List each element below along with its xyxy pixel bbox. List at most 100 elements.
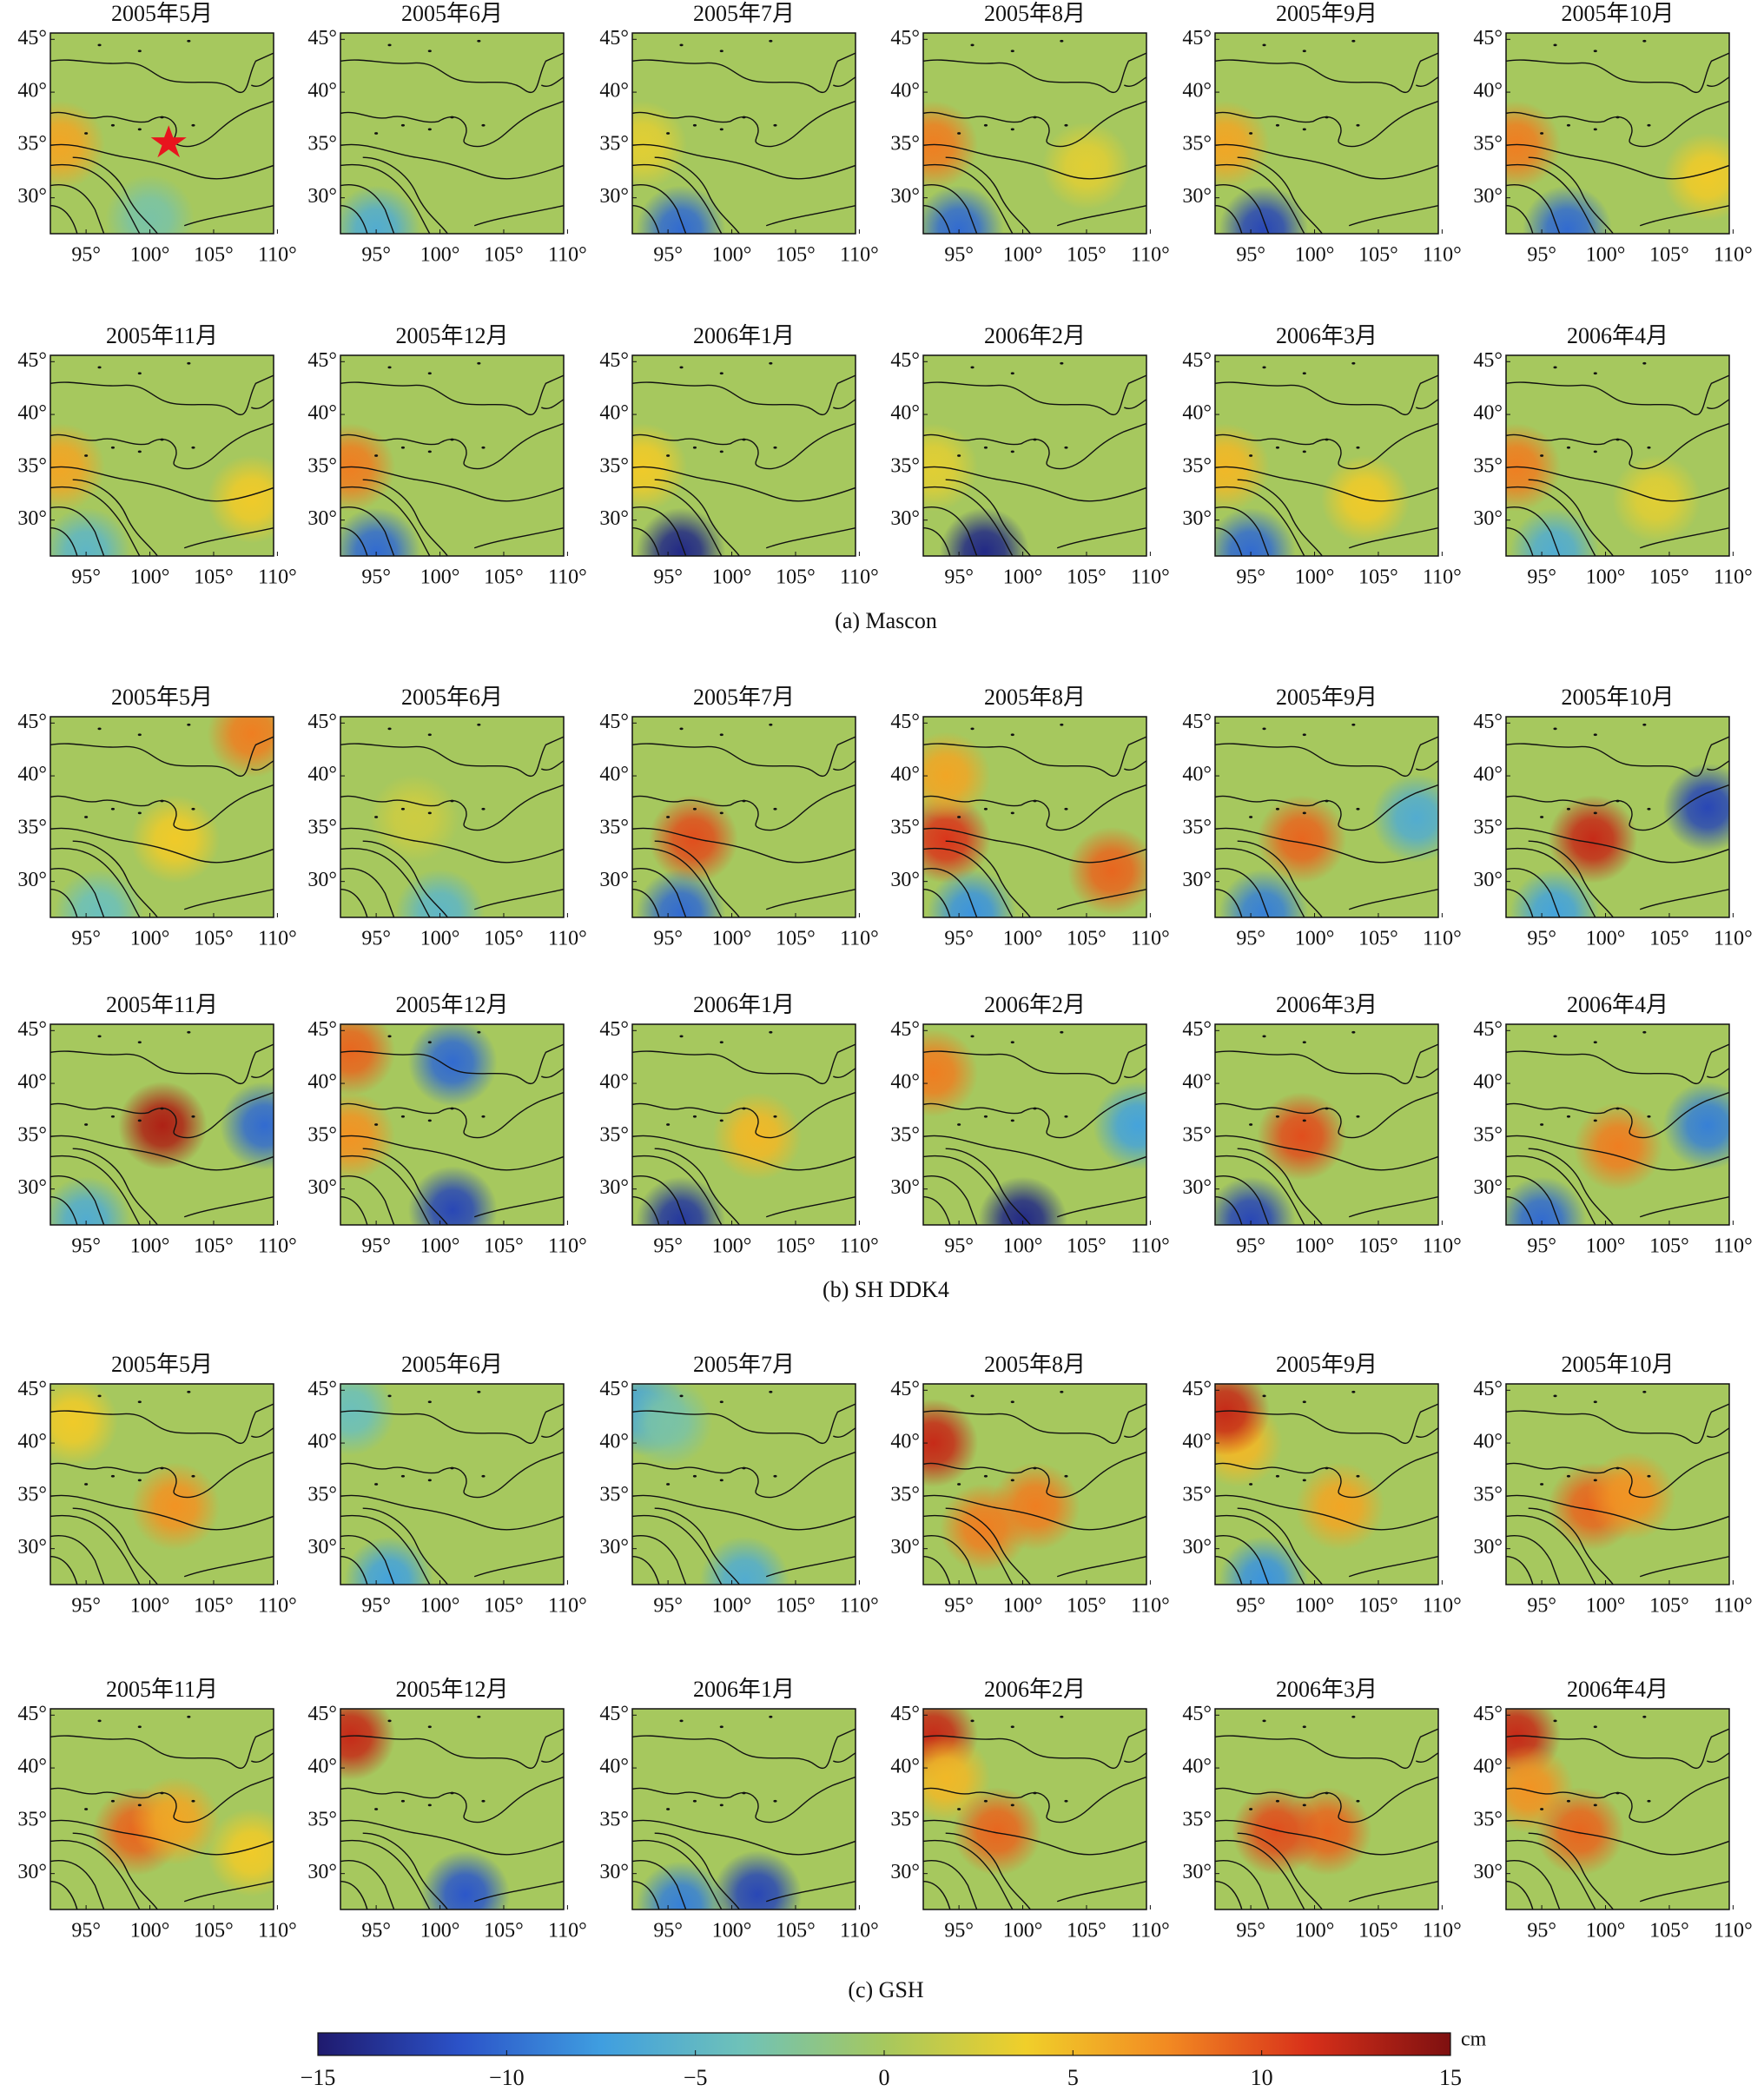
boundary-line [1057,890,1146,910]
boundary-line [632,1197,659,1225]
boundary-line [50,375,274,414]
lake-dot [1275,123,1280,127]
lake-dot [1275,1115,1280,1118]
lake-dot [1593,1479,1597,1482]
lake-dot [450,1466,454,1470]
boundary-line [833,1069,856,1077]
lake-dot [1249,454,1253,457]
boundary-line [1416,761,1438,770]
boundary-line [923,1404,1146,1443]
panel-title: 2005年6月 [401,1,503,26]
lake-dot [1566,807,1571,811]
lake-dot [427,1803,432,1807]
boundary-line [923,102,1146,147]
boundary-line [766,890,856,910]
panel-title: 2005年12月 [395,1677,508,1702]
lake-dot [387,1719,392,1723]
colorbar-tick-label: 0 [879,2065,890,2090]
boundary-line [1506,1882,1533,1909]
y-tick-label: 35° [17,1808,47,1830]
colorbar-tick-label: 15 [1439,2065,1462,2090]
boundary-line [1506,185,1560,234]
boundary-line [73,480,158,556]
anomaly-blob [632,423,688,512]
boundary-line [1124,1753,1146,1762]
panel-title: 2006年1月 [693,323,795,348]
boundary-line [1640,1557,1729,1577]
boundary-line [50,424,274,469]
lake-dot [1553,1035,1557,1038]
boundary-line [923,1135,1146,1169]
y-tick-label: 45° [1473,1378,1503,1400]
lake-dot [160,116,164,119]
boundary-line [474,528,564,548]
lake-dot [1325,438,1329,441]
lake-dot [427,733,432,737]
boundary-line [632,1093,856,1138]
panel-frame [340,1383,565,1585]
boundary-line [1238,1508,1323,1585]
boundary-line [923,487,1013,556]
boundary-line [1640,206,1729,226]
boundary-line [251,1753,274,1762]
x-tick-label: 105° [776,566,816,589]
anomaly-blob [952,1787,1042,1876]
y-tick-label: 40° [599,1756,629,1778]
x-tick-label: 110° [1714,566,1753,589]
y-tick-label: 45° [17,1703,47,1725]
x-tick-label: 100° [420,928,460,950]
panel-title: 2006年2月 [984,323,1086,348]
lake-dot [160,799,164,803]
x-tick-label: 110° [1423,1920,1462,1942]
boundary-line [1506,1536,1560,1585]
boundary-line [1506,828,1729,862]
panel-title: 2005年8月 [984,685,1086,710]
y-tick-label: 35° [599,1123,629,1146]
x-tick-label: 100° [1295,244,1335,267]
lake-dot [1566,1799,1571,1803]
boundary-line [632,1820,856,1854]
boundary-line [1506,53,1729,92]
boundary-line [340,1135,564,1169]
lake-dot [1356,1115,1360,1118]
boundary-line [1215,1729,1438,1768]
boundary-line [946,1148,1031,1225]
boundary-line [1640,528,1729,548]
lake-dot [1553,1719,1557,1723]
panel-frame [922,1023,1147,1226]
y-tick-label: 35° [1473,816,1503,838]
boundary-line [340,528,367,556]
x-tick-label: 95° [71,566,101,589]
lake-dot [1553,366,1557,369]
lake-dot [1647,1474,1651,1478]
boundary-line [923,1044,1146,1083]
anomaly-blob [1548,795,1638,884]
x-tick-label: 100° [1586,928,1626,950]
y-tick-label: 40° [1182,402,1212,425]
boundary-line [923,1729,1146,1768]
anomaly-blob [207,1808,274,1897]
y-tick-label: 45° [1182,349,1212,372]
lake-dot [1642,1390,1647,1393]
lake-dot [983,1115,988,1118]
boundary-line [946,841,1031,917]
anomaly-blob [50,1384,118,1466]
boundary-line [632,507,686,556]
boundary-line [541,1753,564,1762]
x-tick-label: 110° [1714,928,1753,950]
lake-dot [719,1119,723,1122]
boundary-line [1238,157,1323,234]
panel-title: 2005年9月 [1276,685,1378,710]
lake-dot [137,50,142,53]
y-tick-label: 30° [307,1536,337,1559]
boundary-line [340,206,367,234]
x-tick-label: 95° [1527,566,1556,589]
lake-dot [742,799,746,803]
y-tick-label: 35° [599,132,629,155]
lake-dot [1010,1803,1014,1807]
x-tick-label: 110° [1714,1595,1753,1618]
anomaly-blob [1041,122,1132,211]
lake-dot [1351,1030,1356,1034]
boundary-line [632,1404,856,1443]
boundary-line [632,785,856,831]
